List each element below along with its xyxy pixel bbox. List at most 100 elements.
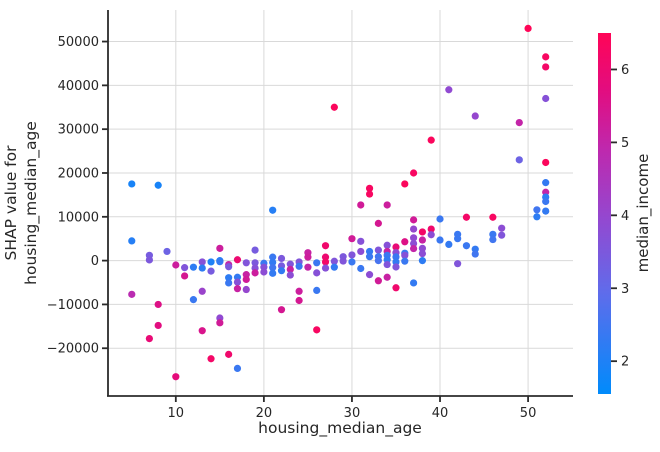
data-point — [154, 321, 162, 330]
data-point — [348, 251, 356, 259]
data-point — [189, 263, 198, 271]
data-point — [233, 256, 242, 264]
colorbar-label: median_income — [634, 154, 653, 273]
data-point — [383, 201, 391, 209]
data-point — [454, 260, 462, 268]
data-point — [269, 253, 277, 261]
data-point — [365, 247, 374, 256]
data-point — [198, 264, 206, 272]
gridlines — [108, 10, 573, 396]
data-point — [374, 219, 382, 227]
data-point — [524, 24, 532, 33]
data-point — [542, 179, 550, 187]
data-point — [489, 230, 497, 238]
data-point — [251, 259, 259, 267]
data-point — [392, 258, 400, 266]
colorbar-tick-label: 5 — [621, 136, 629, 151]
data-point — [409, 279, 418, 287]
data-point — [392, 263, 400, 271]
data-point — [172, 261, 180, 269]
data-point — [321, 264, 330, 272]
data-point — [216, 319, 224, 327]
data-point — [321, 258, 330, 266]
data-point — [286, 260, 294, 268]
data-point — [313, 259, 321, 267]
data-point — [277, 306, 286, 314]
data-point — [348, 258, 356, 266]
data-point — [542, 197, 550, 206]
data-point — [216, 258, 224, 266]
data-point — [313, 269, 321, 277]
data-point — [454, 235, 462, 243]
data-point — [286, 271, 294, 279]
data-point — [145, 256, 153, 264]
y-axis-label-line1: SHAP value for — [2, 145, 20, 261]
data-point — [330, 257, 338, 265]
data-point — [269, 264, 277, 272]
data-point — [207, 355, 215, 363]
y-tick-label: −10000 — [47, 298, 99, 313]
data-point — [295, 296, 303, 305]
data-point — [374, 277, 382, 285]
data-point — [154, 181, 162, 189]
colorbar: 6 5 4 3 2 — [598, 33, 629, 394]
data-point — [339, 257, 347, 265]
data-point — [163, 247, 171, 256]
data-point — [365, 253, 374, 261]
data-point — [313, 286, 321, 295]
data-point — [216, 244, 224, 252]
x-tick-label: 40 — [432, 406, 449, 421]
data-point — [498, 224, 506, 232]
y-tick-label: 50000 — [58, 35, 99, 50]
data-point — [383, 273, 391, 281]
data-point — [357, 237, 365, 245]
data-point — [445, 86, 453, 94]
data-point — [462, 242, 471, 250]
data-point — [489, 213, 497, 221]
data-point — [269, 258, 277, 266]
data-point — [330, 263, 338, 271]
data-point — [286, 265, 294, 273]
data-point — [225, 263, 233, 271]
data-point — [392, 284, 400, 292]
data-point — [304, 253, 312, 261]
axis-spines — [107, 10, 573, 397]
data-point — [489, 235, 497, 244]
data-point — [365, 190, 374, 198]
data-point — [418, 250, 427, 258]
data-point — [207, 258, 215, 266]
y-tick-label: 30000 — [58, 123, 99, 138]
data-point — [542, 207, 550, 215]
data-point — [409, 225, 418, 233]
data-point — [189, 296, 198, 304]
data-point — [198, 327, 206, 335]
colorbar-tick-label: 3 — [621, 282, 629, 297]
data-point — [427, 136, 435, 144]
data-point — [225, 274, 233, 282]
data-point — [172, 373, 180, 381]
data-point — [392, 243, 400, 251]
data-point — [542, 158, 550, 167]
data-point — [471, 250, 479, 258]
data-point — [383, 260, 391, 269]
data-point — [145, 335, 153, 343]
data-point — [427, 225, 435, 233]
data-point — [427, 231, 435, 239]
data-point — [418, 244, 427, 252]
data-point — [128, 180, 136, 188]
data-point — [374, 246, 382, 254]
data-point — [128, 290, 136, 298]
data-point — [515, 156, 523, 164]
data-point — [409, 239, 418, 248]
x-tick-label: 20 — [256, 406, 273, 421]
data-point — [260, 268, 268, 276]
data-point — [251, 246, 259, 254]
data-point — [181, 272, 189, 280]
data-point — [304, 263, 312, 271]
data-point — [383, 241, 391, 249]
data-point — [242, 275, 250, 284]
data-point — [242, 259, 250, 267]
data-point — [471, 112, 479, 120]
y-tick-label: 0 — [91, 254, 99, 269]
